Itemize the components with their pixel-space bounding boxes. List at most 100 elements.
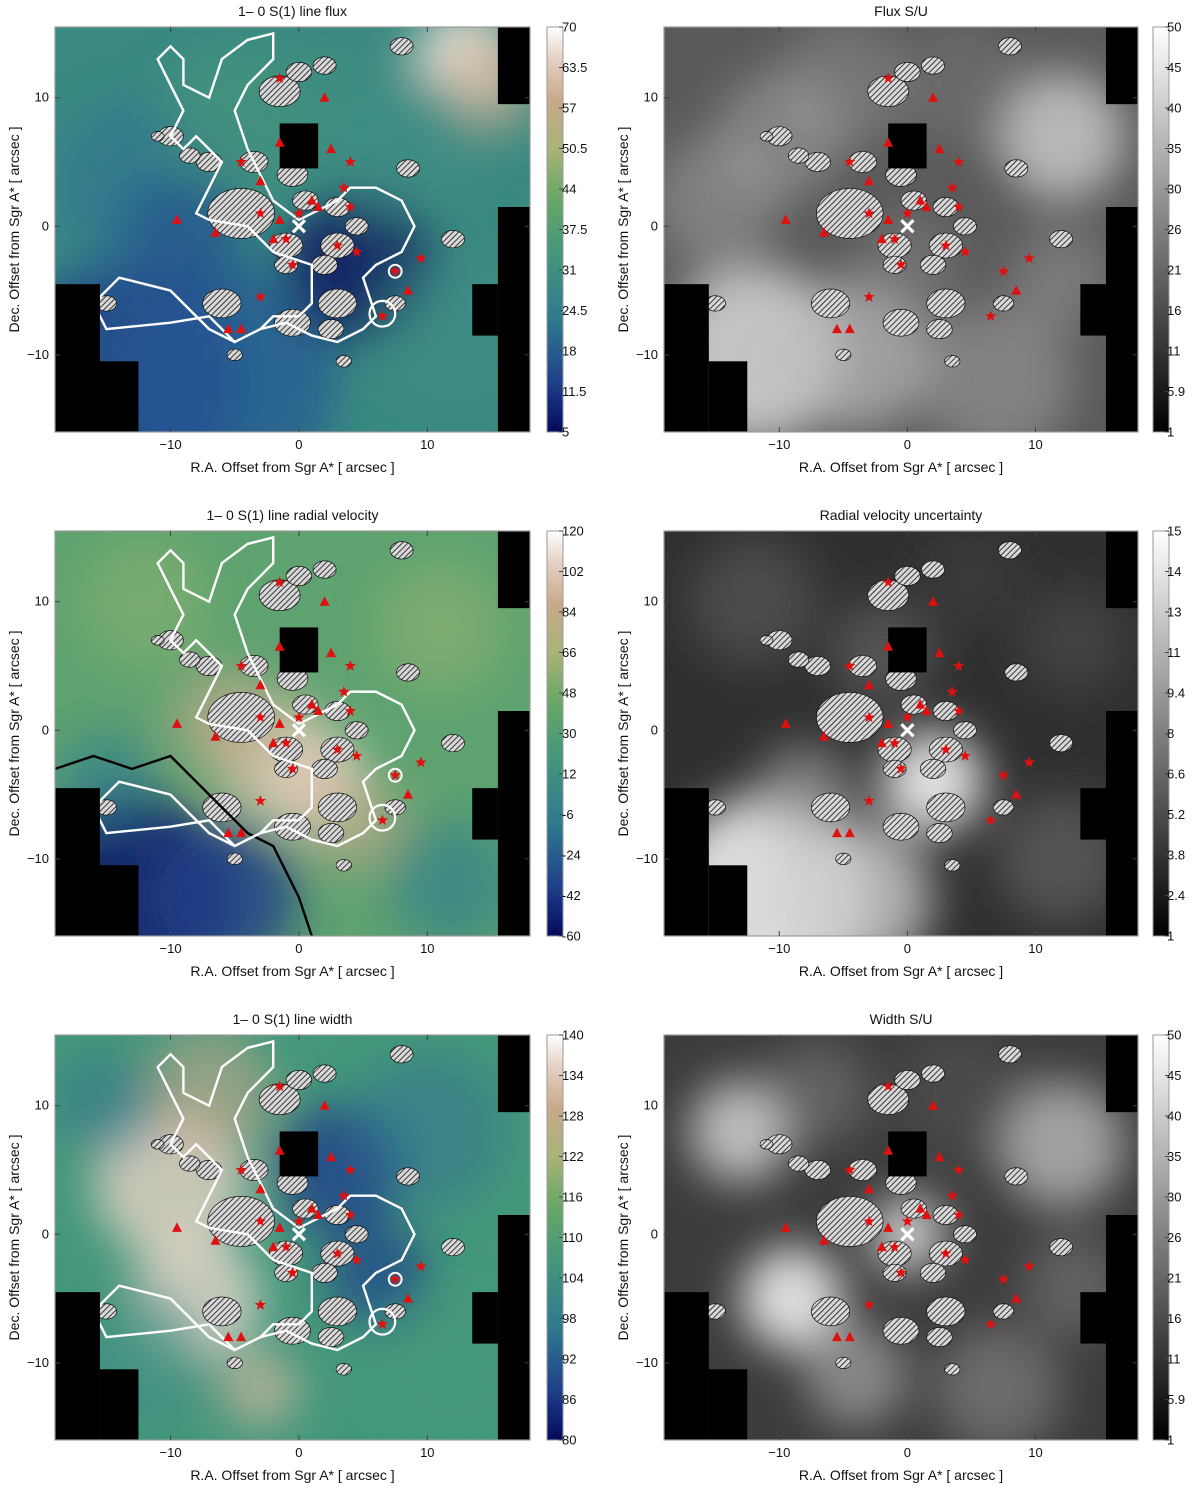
field-blob <box>933 1324 1062 1440</box>
triangle-marker <box>326 143 337 154</box>
star-marker <box>376 1318 389 1330</box>
hatched-region <box>787 1155 810 1172</box>
star-marker <box>344 1209 356 1220</box>
masked-region <box>55 788 100 936</box>
masked-region <box>497 27 530 105</box>
star-marker <box>331 1247 344 1259</box>
hatched-region <box>787 651 810 668</box>
field-blob <box>894 27 1023 149</box>
star-marker <box>254 291 267 302</box>
sgr-a-star-cross-icon <box>900 1227 915 1242</box>
colorbar-tick-label: 3.8 <box>1167 848 1185 863</box>
white-contour-ring <box>387 767 403 783</box>
x-tick-label: −10 <box>160 941 182 956</box>
x-tick-label: 0 <box>904 1445 911 1460</box>
y-tick-label: −10 <box>27 851 49 866</box>
triangle-marker <box>210 1235 221 1245</box>
masked-region <box>472 788 498 840</box>
triangle-marker <box>844 323 855 334</box>
colorbar-tick-label: 134 <box>562 1068 584 1083</box>
panel-2: Flux S/U −10 0 10 −10 0 10 R.A. Offset from Sgr… <box>615 3 1185 475</box>
hatched-region <box>926 319 953 340</box>
star-marker <box>415 252 427 264</box>
colorbar-tick-label: 104 <box>562 1271 584 1286</box>
triangle-marker <box>876 1241 887 1252</box>
hatched-region <box>816 188 884 239</box>
star-marker <box>940 743 952 755</box>
y-axis-label: Dec. Offset from Sgr A* [ arcsec ] <box>615 1135 631 1341</box>
triangle-marker <box>210 731 221 741</box>
hatched-region <box>919 758 947 779</box>
hatched-region <box>810 1296 851 1327</box>
masked-region <box>279 123 319 169</box>
colorbar-tick-label: 11.5 <box>562 384 586 399</box>
star-marker <box>895 762 907 774</box>
star-marker <box>985 310 997 322</box>
hatched-region <box>344 721 369 740</box>
colorbar-tick-label: 1 <box>1167 929 1174 944</box>
hatched-region <box>344 1225 369 1244</box>
hatched-region <box>882 812 920 841</box>
hatched-region <box>882 1316 920 1345</box>
hatched-region <box>207 188 275 239</box>
triangle-marker <box>1011 789 1022 799</box>
triangle-marker <box>780 1222 791 1232</box>
triangle-marker <box>255 679 266 690</box>
star-marker <box>863 1299 875 1310</box>
star-marker <box>274 576 286 588</box>
hatched-region <box>894 566 921 586</box>
colorbar-tick-label: 18 <box>562 344 576 359</box>
triangle-marker <box>883 1222 894 1232</box>
hatched-region <box>312 560 337 579</box>
triangle-marker <box>268 1241 279 1252</box>
star-marker <box>985 814 997 826</box>
x-tick-label: −10 <box>768 1445 790 1460</box>
hatched-region <box>207 692 275 743</box>
y-tick-label: −10 <box>27 347 49 362</box>
hatched-region <box>335 355 352 368</box>
hatched-region <box>389 1045 414 1064</box>
star-marker <box>254 1215 267 1227</box>
colorbar-tick-label: 2.4 <box>1167 888 1185 903</box>
star-marker <box>293 1215 305 1227</box>
hatched-region <box>921 56 945 75</box>
triangle-marker <box>928 1100 939 1110</box>
hatched-region <box>226 852 243 865</box>
field-blob <box>753 743 857 846</box>
star-marker <box>254 207 267 219</box>
sgr-a-star-cross-icon <box>291 219 307 234</box>
field-blob <box>894 1035 1023 1157</box>
triangle-marker <box>928 596 939 606</box>
hatched-region <box>317 288 358 319</box>
hatched-region <box>882 1263 907 1282</box>
star-marker <box>376 310 389 322</box>
y-tick-label: 10 <box>644 90 658 105</box>
colorbar-tick-label: 11 <box>1167 645 1181 660</box>
colorbar-tick-label: 11 <box>1167 1352 1181 1367</box>
masked-region <box>888 627 927 673</box>
hatched-region <box>759 635 774 646</box>
triangle-marker <box>274 1222 285 1232</box>
star-marker <box>959 750 971 761</box>
star-marker <box>338 1189 350 1201</box>
x-tick-label: 0 <box>904 437 911 452</box>
colorbar-tick-label: 48 <box>562 686 576 701</box>
star-marker <box>293 207 305 219</box>
panel-3: 1– 0 S(1) line radial velocity −10 0 10 −10 0… <box>6 507 584 979</box>
masked-region <box>664 788 709 936</box>
hatched-region <box>810 288 851 319</box>
triangle-marker <box>319 596 330 606</box>
hatched-region <box>312 56 337 75</box>
triangle-marker <box>403 789 414 799</box>
x-axis-label: R.A. Offset from Sgr A* [ arcsec ] <box>190 963 394 979</box>
triangle-marker <box>863 175 874 186</box>
star-marker <box>844 1164 856 1175</box>
hatched-region <box>804 1160 831 1180</box>
masked-region <box>497 1215 530 1440</box>
masked-region <box>708 361 748 432</box>
star-marker <box>331 743 344 755</box>
field-blob <box>1022 589 1126 692</box>
triangle-marker <box>819 1235 830 1245</box>
field-blob <box>144 1035 274 1158</box>
colorbar-tick-label: 37.5 <box>562 222 587 237</box>
